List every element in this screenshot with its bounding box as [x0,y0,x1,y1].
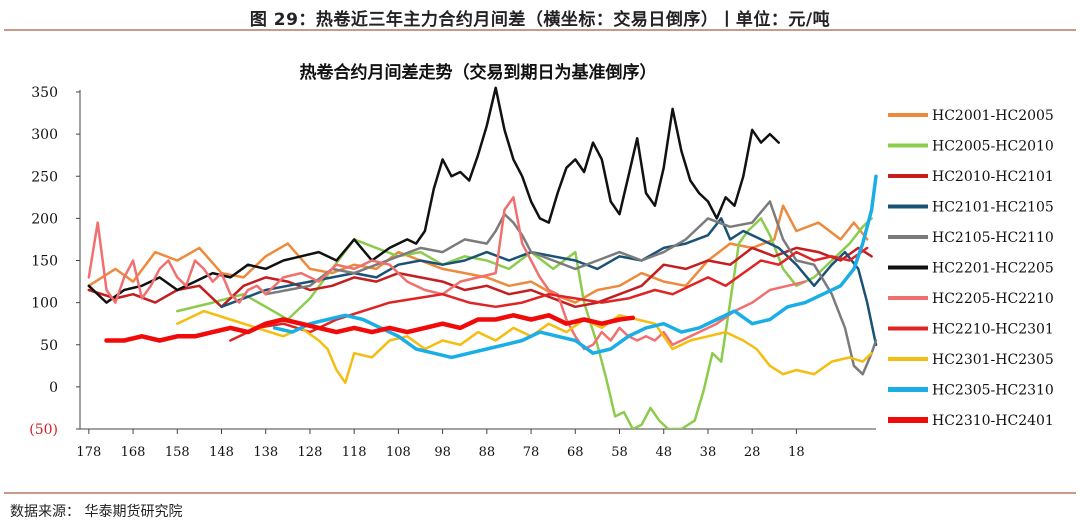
y-tick-label: 300 [31,127,58,143]
y-tick-label: 0 [49,380,58,396]
header-divider [4,29,1076,31]
x-tick-label: 38 [700,445,717,460]
legend-label: HC2310-HC2401 [932,413,1054,429]
legend-label: HC2205-HC2210 [932,291,1054,307]
series-line-hc2210-hc2301 [229,246,869,342]
x-tick-label: 18 [788,445,805,460]
legend-label: HC2301-HC2305 [932,352,1054,368]
x-tick-label: 138 [253,445,278,460]
legend-label: HC2005-HC2010 [932,139,1054,155]
data-source-note: 数据来源： 华泰期货研究院 [10,504,183,520]
x-tick-label: 158 [165,445,190,460]
chart-title: 热卷合约月间差走势（交易到期日为基准倒序） [300,62,657,83]
x-tick-label: 168 [121,445,146,460]
x-tick-label: 108 [386,445,411,460]
legend-label: HC2201-HC2205 [932,261,1054,277]
series-line-hc2310-hc2401 [104,313,636,343]
y-tick-label: 350 [31,85,58,101]
y-tick-label: 100 [31,296,58,312]
figure-title: 图 29：热卷近三年主力合约月间差（横坐标：交易日倒序）丨单位：元/吨 [249,10,831,30]
series-line-hc2301-hc2305 [176,309,873,384]
y-tick-label: 200 [31,211,58,227]
series-line-hc2005-hc2010 [176,217,873,429]
x-tick-label: 148 [209,445,234,460]
x-tick-label: 128 [298,445,323,460]
x-tick-label: 98 [434,445,451,460]
x-tick-label: 178 [76,445,101,460]
x-tick-label: 118 [342,445,367,460]
legend-label: HC2101-HC2105 [932,200,1054,216]
series-line-hc2205-hc2210 [87,196,807,351]
series-line-hc2001-hc2005 [87,204,869,304]
series-line-hc2201-hc2205 [87,86,780,304]
x-tick-label: 48 [655,445,672,460]
y-tick-label: 50 [40,338,58,354]
x-tick-label: 78 [523,445,540,460]
legend-label: HC2105-HC2110 [932,230,1054,246]
legend-label: HC2001-HC2005 [932,108,1054,124]
legend-label: HC2010-HC2101 [932,169,1054,185]
series-line-hc2101-hc2105 [220,217,878,347]
x-tick-label: 58 [611,445,628,460]
x-tick-label: 68 [567,445,584,460]
y-tick-label: 250 [31,169,58,185]
legend-label: HC2305-HC2310 [932,383,1054,399]
x-tick-label: 28 [744,445,761,460]
footer-divider [4,492,1076,494]
y-tick-label: 150 [31,254,58,270]
x-tick-label: 88 [479,445,496,460]
figure-header: 图 29：热卷近三年主力合约月间差（横坐标：交易日倒序）丨单位：元/吨 [0,0,1080,31]
y-tick-label: (50) [29,422,58,438]
series-line-hc2105-hc2110 [264,200,878,376]
legend-label: HC2210-HC2301 [932,322,1054,338]
